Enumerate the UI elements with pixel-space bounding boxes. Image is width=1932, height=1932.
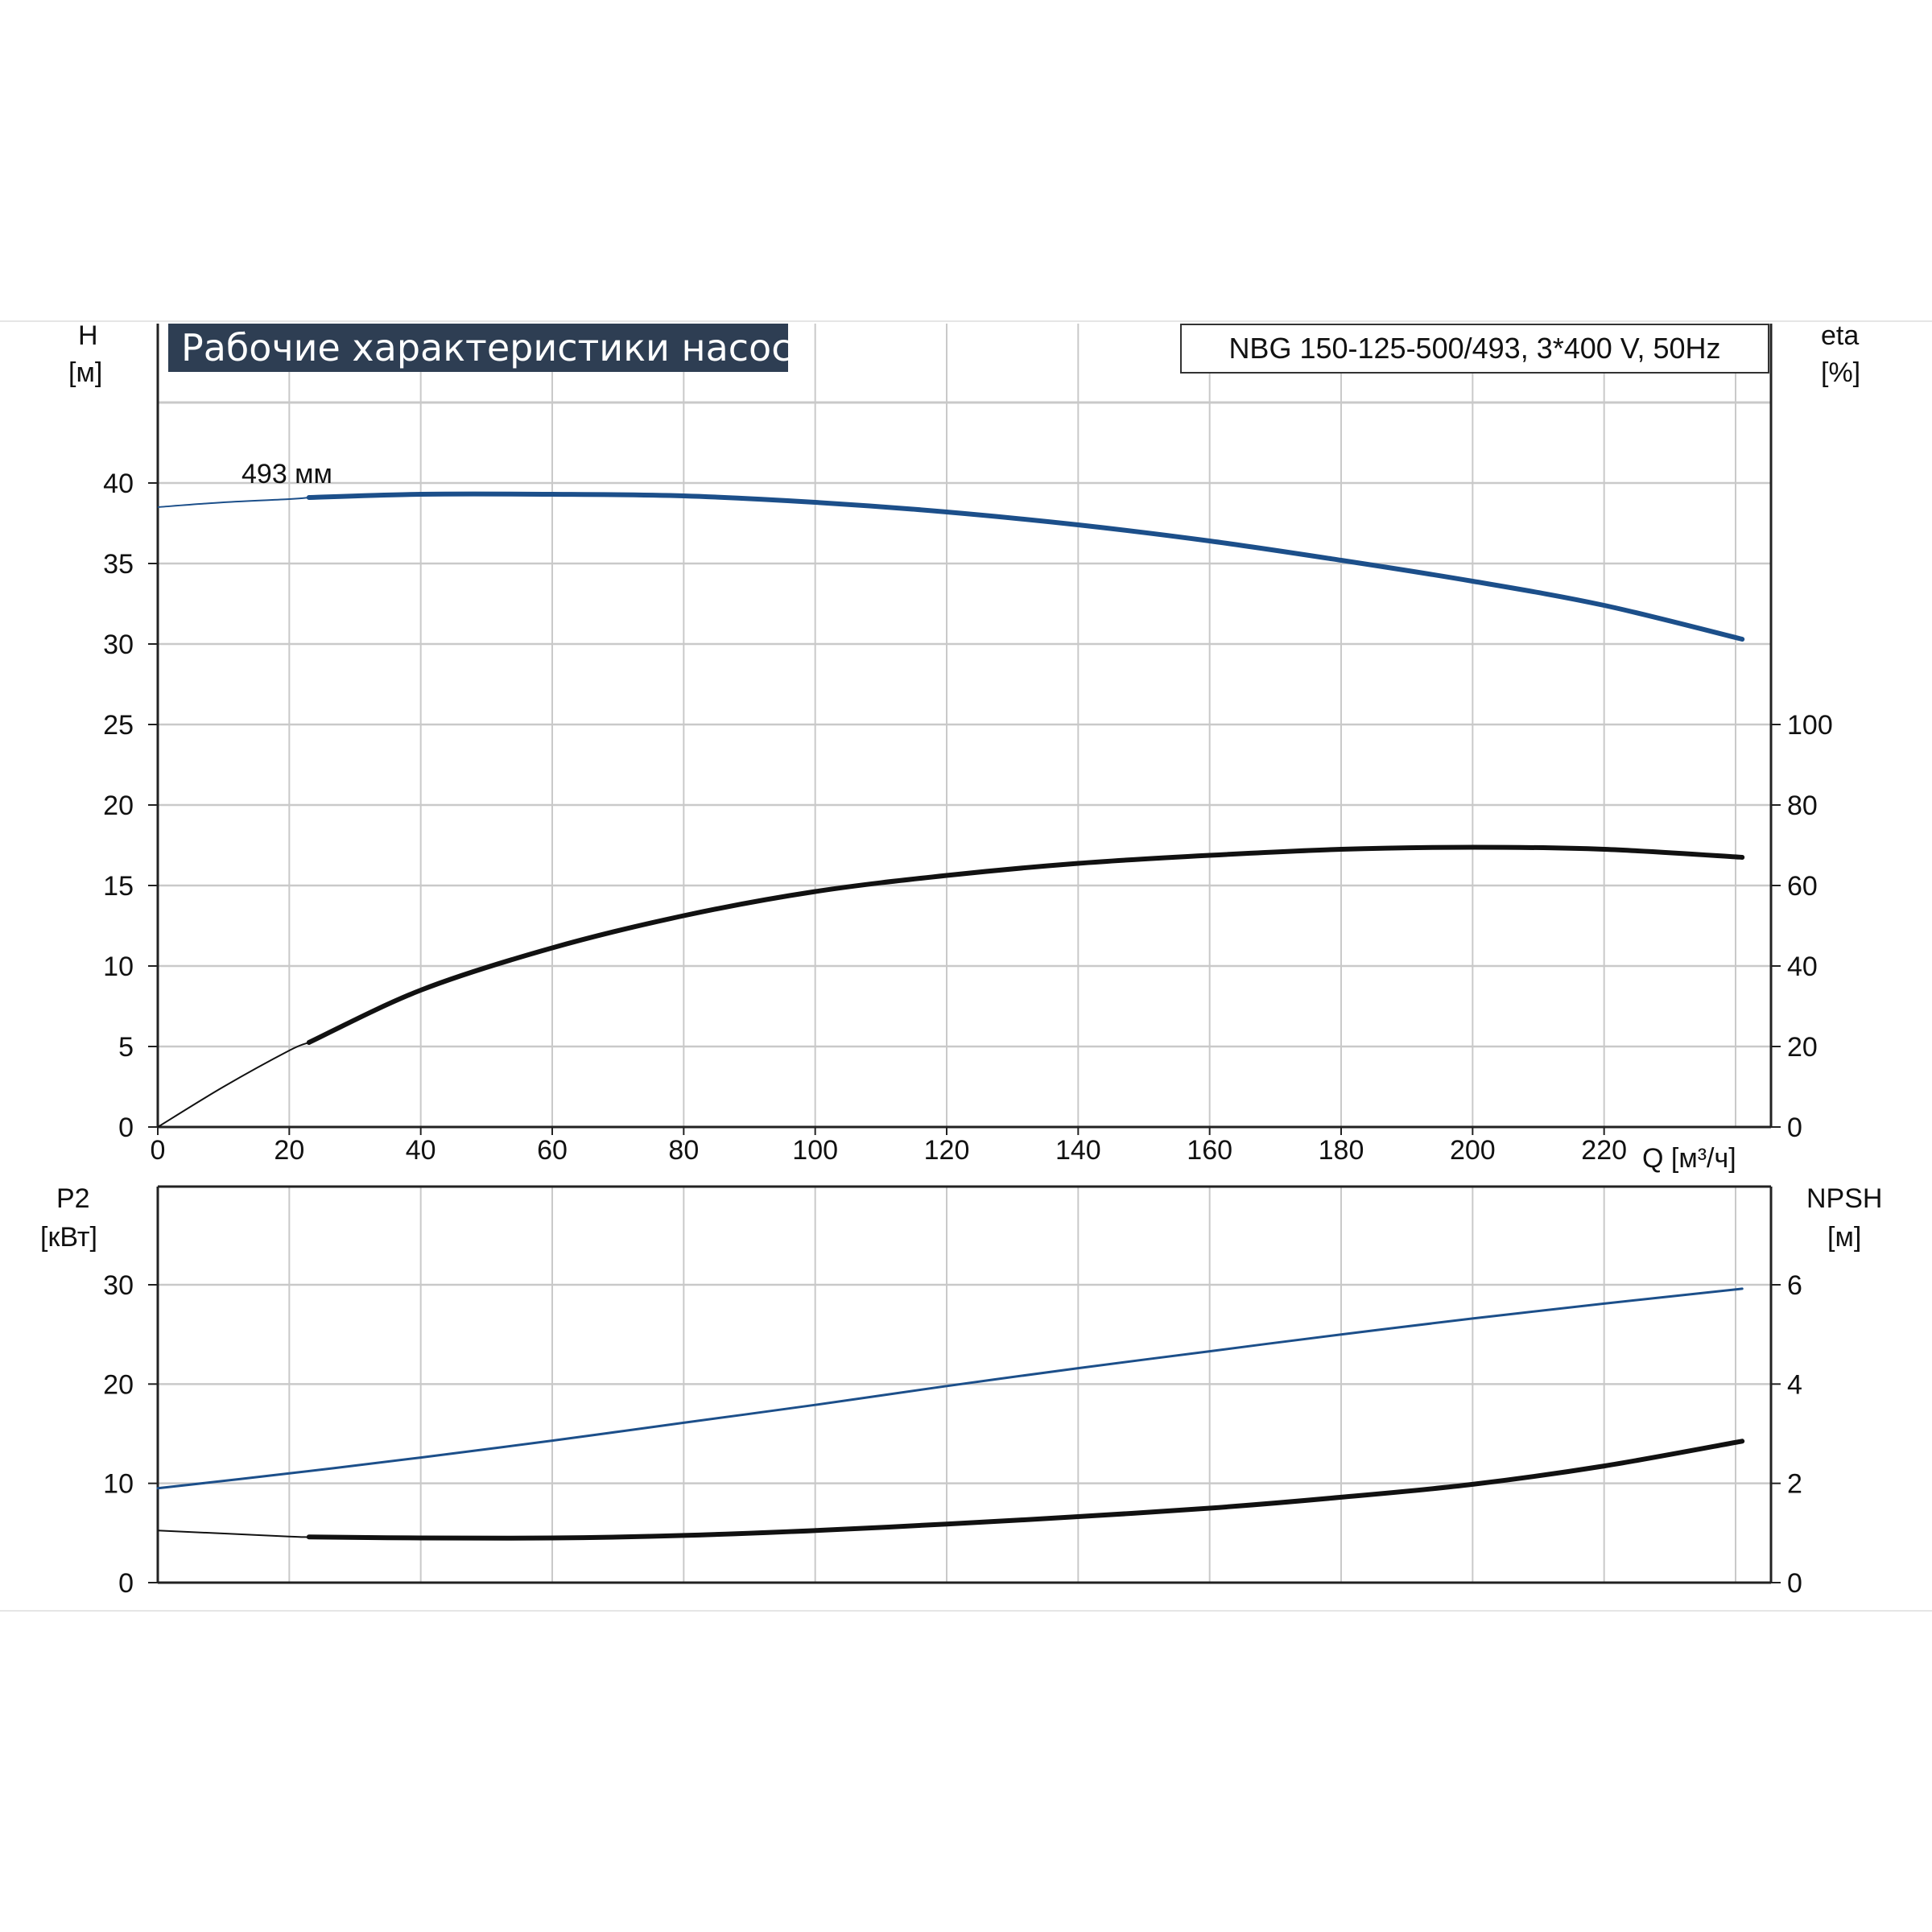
top-right-axis-unit: [%] <box>1821 357 1861 388</box>
y-right-tick-label: 40 <box>1787 952 1818 982</box>
y-right-tick-label: 6 <box>1787 1270 1802 1301</box>
top-left-axis-unit: [м] <box>68 357 103 388</box>
series-line-0-0 <box>306 491 1745 642</box>
bottom-divider <box>0 1610 1932 1612</box>
pump-model-label: NBG 150-125-500/493, 3*400 V, 50Hz <box>1180 324 1769 374</box>
x-tick-label: 0 <box>151 1135 166 1166</box>
y-right-tick-label: 20 <box>1787 1032 1818 1063</box>
x-tick-label: 220 <box>1581 1135 1627 1166</box>
y-left-tick-label: 0 <box>118 1113 134 1143</box>
y-left-tick-label: 0 <box>118 1568 134 1599</box>
y-left-tick-label: 20 <box>103 791 134 821</box>
x-tick-label: 40 <box>406 1135 436 1166</box>
top-right-axis-name: eta <box>1821 320 1860 351</box>
y-left-tick-label: 30 <box>103 630 134 660</box>
y-right-tick-label: 0 <box>1787 1568 1802 1599</box>
y-left-tick-label: 20 <box>103 1369 134 1400</box>
x-tick-label: 60 <box>537 1135 568 1166</box>
bottom-left-axis-unit: [кВт] <box>40 1222 97 1253</box>
y-left-tick-label: 15 <box>103 871 134 902</box>
x-tick-label: 120 <box>924 1135 970 1166</box>
x-tick-label: 180 <box>1319 1135 1364 1166</box>
series-line-thin-0-1 <box>157 1042 310 1128</box>
y-left-tick-label: 5 <box>118 1032 134 1063</box>
impeller-annotation: 493 мм <box>242 459 332 489</box>
series-line-0-1 <box>306 844 1745 1045</box>
x-tick-label: 140 <box>1055 1135 1101 1166</box>
y-right-tick-label: 80 <box>1787 791 1818 821</box>
bottom-right-axis-name: NPSH <box>1806 1183 1883 1214</box>
series-line-1-0 <box>156 1287 1744 1490</box>
x-tick-label: 100 <box>792 1135 838 1166</box>
bottom-left-axis-name: P2 <box>56 1183 90 1214</box>
y-left-tick-label: 10 <box>103 952 134 982</box>
x-tick-label: 160 <box>1187 1135 1232 1166</box>
chart-title: Рабочие характеристики насоса <box>168 324 815 372</box>
y-right-tick-label: 100 <box>1787 710 1833 741</box>
y-left-tick-label: 10 <box>103 1469 134 1500</box>
x-tick-label: 20 <box>274 1135 304 1166</box>
y-right-tick-label: 4 <box>1787 1369 1802 1400</box>
x-axis-label: Q [м³/ч] <box>1642 1143 1736 1174</box>
y-left-tick-label: 35 <box>103 549 134 580</box>
series-line-thin-0-0 <box>157 497 309 508</box>
y-left-tick-label: 25 <box>103 710 134 741</box>
top-left-axis-name: H <box>78 320 98 351</box>
series-line-1-1 <box>306 1439 1745 1541</box>
bottom-right-axis-unit: [м] <box>1827 1222 1862 1253</box>
top-divider <box>0 320 1932 322</box>
y-right-tick-label: 60 <box>1787 871 1818 902</box>
y-right-tick-label: 0 <box>1787 1113 1802 1143</box>
y-right-tick-label: 2 <box>1787 1469 1802 1500</box>
x-tick-label: 200 <box>1450 1135 1496 1166</box>
x-tick-label: 80 <box>668 1135 699 1166</box>
y-left-tick-label: 30 <box>103 1270 134 1301</box>
y-left-tick-label: 40 <box>103 469 134 499</box>
